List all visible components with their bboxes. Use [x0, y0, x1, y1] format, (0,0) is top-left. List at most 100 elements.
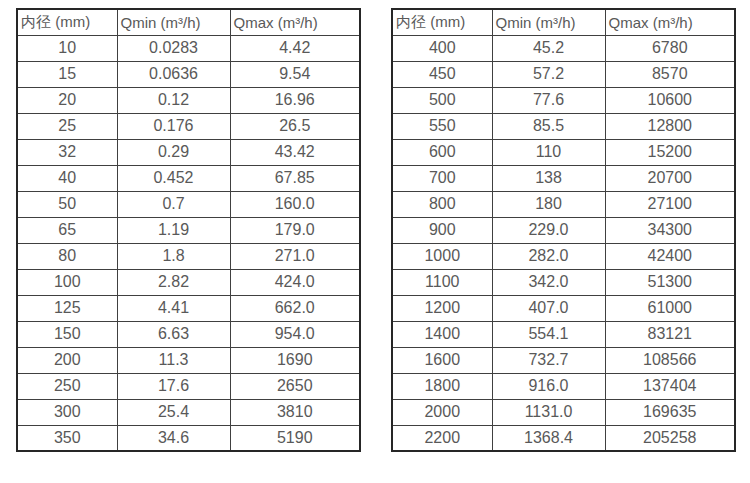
table-row: 25017.62650: [17, 373, 360, 399]
data-cell: 34300: [605, 217, 735, 243]
data-cell: 500: [392, 87, 492, 113]
data-cell: 20700: [605, 165, 735, 191]
data-cell: 10: [17, 35, 117, 61]
data-cell: 77.6: [492, 87, 605, 113]
header-cell: Qmin (m³/h): [492, 9, 605, 35]
data-cell: 138: [492, 165, 605, 191]
data-cell: 42400: [605, 243, 735, 269]
header-cell: 内径 (mm): [17, 9, 117, 35]
table-row: 55085.512800: [392, 113, 735, 139]
data-cell: 4.41: [117, 295, 230, 321]
data-cell: 160.0: [230, 191, 360, 217]
table-row: 1506.63954.0: [17, 321, 360, 347]
tables-container: 内径 (mm)Qmin (m³/h)Qmax (m³/h)100.02834.4…: [0, 0, 750, 452]
header-row: 内径 (mm)Qmin (m³/h)Qmax (m³/h): [392, 9, 735, 35]
data-cell: 250: [17, 373, 117, 399]
table-row: 40045.26780: [392, 35, 735, 61]
data-cell: 5190: [230, 425, 360, 451]
table-row: 1000282.042400: [392, 243, 735, 269]
table-row: 400.45267.85: [17, 165, 360, 191]
data-cell: 4.42: [230, 35, 360, 61]
data-cell: 916.0: [492, 373, 605, 399]
data-cell: 0.12: [117, 87, 230, 113]
data-cell: 34.6: [117, 425, 230, 451]
table-row: 1200407.061000: [392, 295, 735, 321]
data-cell: 0.452: [117, 165, 230, 191]
table-row: 22001368.4205258: [392, 425, 735, 451]
data-cell: 2.82: [117, 269, 230, 295]
table-row: 200.1216.96: [17, 87, 360, 113]
data-cell: 15200: [605, 139, 735, 165]
data-cell: 1131.0: [492, 399, 605, 425]
data-cell: 0.0283: [117, 35, 230, 61]
data-cell: 662.0: [230, 295, 360, 321]
table-row: 20011.31690: [17, 347, 360, 373]
table-row: 30025.43810: [17, 399, 360, 425]
data-cell: 137404: [605, 373, 735, 399]
table-row: 1100342.051300: [392, 269, 735, 295]
header-cell: Qmin (m³/h): [117, 9, 230, 35]
data-cell: 25: [17, 113, 117, 139]
data-cell: 26.5: [230, 113, 360, 139]
data-cell: 1.19: [117, 217, 230, 243]
data-cell: 83121: [605, 321, 735, 347]
data-cell: 110: [492, 139, 605, 165]
data-cell: 1690: [230, 347, 360, 373]
data-cell: 17.6: [117, 373, 230, 399]
table-row: 801.8271.0: [17, 243, 360, 269]
table-row: 20001131.0169635: [392, 399, 735, 425]
data-cell: 1368.4: [492, 425, 605, 451]
data-cell: 25.4: [117, 399, 230, 425]
data-cell: 85.5: [492, 113, 605, 139]
data-cell: 205258: [605, 425, 735, 451]
data-cell: 6.63: [117, 321, 230, 347]
data-cell: 150: [17, 321, 117, 347]
data-cell: 50: [17, 191, 117, 217]
data-cell: 400: [392, 35, 492, 61]
table-row: 1254.41662.0: [17, 295, 360, 321]
table-row: 80018027100: [392, 191, 735, 217]
data-cell: 0.29: [117, 139, 230, 165]
header-cell: Qmax (m³/h): [230, 9, 360, 35]
data-cell: 108566: [605, 347, 735, 373]
data-cell: 125: [17, 295, 117, 321]
data-cell: 550: [392, 113, 492, 139]
table-row: 320.2943.42: [17, 139, 360, 165]
data-cell: 9.54: [230, 61, 360, 87]
data-cell: 600: [392, 139, 492, 165]
data-cell: 10600: [605, 87, 735, 113]
data-cell: 180: [492, 191, 605, 217]
data-cell: 100: [17, 269, 117, 295]
table-row: 1002.82424.0: [17, 269, 360, 295]
data-cell: 40: [17, 165, 117, 191]
table-row: 150.06369.54: [17, 61, 360, 87]
data-cell: 1800: [392, 373, 492, 399]
data-cell: 282.0: [492, 243, 605, 269]
data-cell: 27100: [605, 191, 735, 217]
data-cell: 954.0: [230, 321, 360, 347]
header-row: 内径 (mm)Qmin (m³/h)Qmax (m³/h): [17, 9, 360, 35]
data-cell: 900: [392, 217, 492, 243]
data-cell: 6780: [605, 35, 735, 61]
data-cell: 700: [392, 165, 492, 191]
data-cell: 1100: [392, 269, 492, 295]
data-cell: 1200: [392, 295, 492, 321]
data-cell: 65: [17, 217, 117, 243]
table-row: 1800916.0137404: [392, 373, 735, 399]
data-cell: 1400: [392, 321, 492, 347]
data-cell: 450: [392, 61, 492, 87]
data-cell: 51300: [605, 269, 735, 295]
data-cell: 1600: [392, 347, 492, 373]
header-cell: Qmax (m³/h): [605, 9, 735, 35]
data-cell: 2200: [392, 425, 492, 451]
data-cell: 16.96: [230, 87, 360, 113]
data-cell: 554.1: [492, 321, 605, 347]
data-cell: 350: [17, 425, 117, 451]
table-row: 35034.65190: [17, 425, 360, 451]
data-cell: 424.0: [230, 269, 360, 295]
data-cell: 800: [392, 191, 492, 217]
data-cell: 32: [17, 139, 117, 165]
data-cell: 43.42: [230, 139, 360, 165]
table-row: 1400554.183121: [392, 321, 735, 347]
table-row: 100.02834.42: [17, 35, 360, 61]
